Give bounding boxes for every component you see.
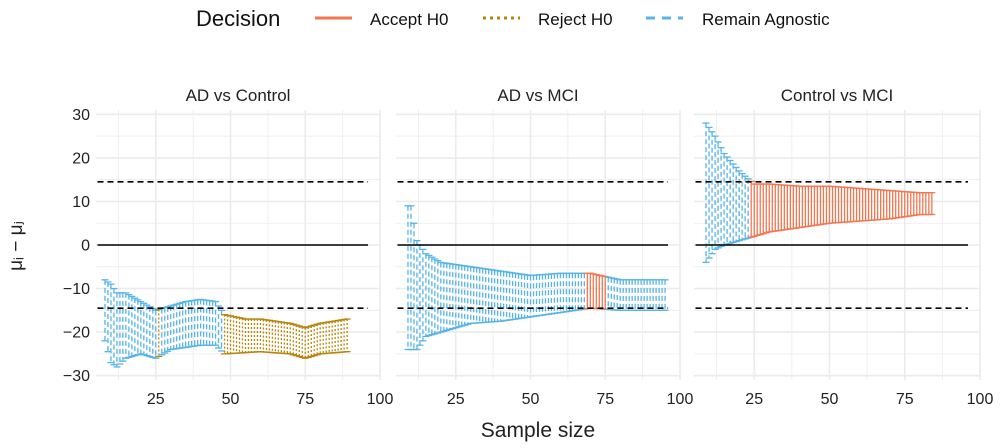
y-axis-label: μᵢ − μⱼ — [6, 221, 27, 271]
legend: Decision Accept H0 Reject H0 Remain Agno… — [196, 6, 830, 31]
error-bar-agnostic — [218, 309, 226, 352]
error-bar-agnostic — [726, 159, 734, 244]
error-bar-agnostic — [413, 239, 421, 351]
error-bar-agnostic — [705, 126, 713, 259]
error-bar-agnostic — [137, 300, 145, 355]
error-bar-agnostic — [419, 248, 427, 342]
error-bar-reject — [301, 327, 309, 359]
error-bar-agnostic — [125, 293, 133, 359]
error-bar-accept — [928, 192, 936, 216]
error-bar-reject — [292, 324, 300, 357]
error-bar-reject — [298, 326, 306, 359]
error-bar-agnostic — [143, 304, 151, 357]
error-bar-agnostic — [164, 306, 172, 352]
y-tick-label: 0 — [81, 238, 90, 255]
error-bar-reject — [343, 318, 351, 353]
error-bar-agnostic — [434, 260, 442, 334]
error-bar-agnostic — [128, 295, 136, 358]
y-tick-label: −30 — [63, 368, 90, 385]
error-bar-agnostic — [212, 300, 220, 346]
error-bar-agnostic — [179, 301, 187, 349]
error-bar-agnostic — [661, 279, 669, 311]
y-tick-labels: 30 20 10 0 −10 −20 −30 — [63, 107, 90, 385]
error-bar-agnostic — [702, 122, 710, 264]
x-tick-label: 100 — [367, 391, 394, 408]
error-bar-agnostic — [134, 299, 142, 356]
x-tick-label: 50 — [821, 391, 839, 408]
error-bar-agnostic — [197, 298, 205, 346]
panel-control-vs-mci: Control vs MCI 25 50 75 100 — [694, 86, 993, 408]
error-bar-agnostic — [422, 253, 430, 338]
panel-title: AD vs Control — [186, 86, 291, 105]
error-bar-agnostic — [425, 254, 433, 337]
error-bar-agnostic — [194, 299, 202, 347]
error-bar-agnostic — [101, 279, 109, 342]
y-tick-label: −10 — [63, 281, 90, 298]
error-bar-agnostic — [741, 175, 749, 240]
error-bar-agnostic — [515, 273, 523, 320]
error-bar-agnostic — [738, 172, 746, 241]
error-bar-agnostic — [708, 131, 716, 255]
y-tick-label: 30 — [72, 107, 90, 124]
error-bar-agnostic — [161, 307, 169, 354]
x-tick-label: 25 — [447, 391, 465, 408]
error-bar-agnostic — [714, 141, 722, 249]
panel-title: AD vs MCI — [497, 86, 578, 105]
error-bar-agnostic — [711, 135, 719, 251]
error-bar-reject — [295, 325, 303, 358]
error-bar-agnostic — [110, 287, 118, 366]
error-bar-agnostic — [431, 258, 439, 335]
error-bar-agnostic — [152, 309, 160, 359]
y-tick-label: 10 — [72, 194, 90, 211]
error-bar-agnostic — [191, 299, 199, 347]
x-tick-label: 25 — [147, 391, 165, 408]
error-bar-agnostic — [122, 292, 130, 359]
panel-ad-vs-mci: AD vs MCI 25 50 75 100 — [396, 86, 693, 408]
error-bar-agnostic — [729, 163, 737, 244]
x-tick-label: 100 — [967, 391, 994, 408]
error-bar-agnostic — [717, 147, 725, 248]
error-bar-agnostic — [140, 302, 148, 356]
error-bar-reject — [313, 323, 321, 356]
x-axis-label: Sample size — [481, 419, 595, 442]
x-tick-label: 25 — [745, 391, 763, 408]
legend-label-agnostic: Remain Agnostic — [702, 10, 830, 29]
legend-title: Decision — [196, 6, 280, 31]
error-bar-reject — [155, 308, 163, 358]
x-tick-label: 75 — [896, 391, 914, 408]
panel-ad-vs-control: AD vs Control 25 50 75 100 — [96, 86, 393, 408]
error-bar-agnostic — [732, 166, 740, 243]
error-bar-agnostic — [203, 299, 211, 346]
error-bar-agnostic — [744, 178, 752, 239]
error-bar-agnostic — [131, 297, 139, 357]
error-bar-reject — [286, 322, 294, 355]
x-tick-label: 75 — [596, 391, 614, 408]
x-tick-label: 75 — [296, 391, 314, 408]
y-tick-label: 20 — [72, 150, 90, 167]
x-tick-label: 50 — [522, 391, 540, 408]
legend-label-reject: Reject H0 — [538, 10, 613, 29]
error-bar-agnostic — [146, 306, 154, 358]
error-bar-agnostic — [723, 156, 731, 245]
error-bar-reject — [307, 325, 315, 358]
error-bar-agnostic — [200, 299, 208, 346]
panel-title: Control vs MCI — [781, 86, 893, 105]
error-bar-reject — [289, 323, 297, 356]
error-bar-agnostic — [104, 281, 112, 353]
x-tick-label: 50 — [222, 391, 240, 408]
error-bar-agnostic — [512, 272, 520, 320]
y-tick-label: −20 — [63, 325, 90, 342]
error-bar-agnostic — [107, 283, 115, 364]
x-tick-label: 100 — [667, 391, 694, 408]
error-bar-reject — [304, 326, 312, 359]
error-bar-agnostic — [428, 256, 436, 336]
legend-label-accept: Accept H0 — [370, 10, 448, 29]
error-bar-reject — [310, 324, 318, 357]
error-bar-agnostic — [215, 305, 223, 349]
